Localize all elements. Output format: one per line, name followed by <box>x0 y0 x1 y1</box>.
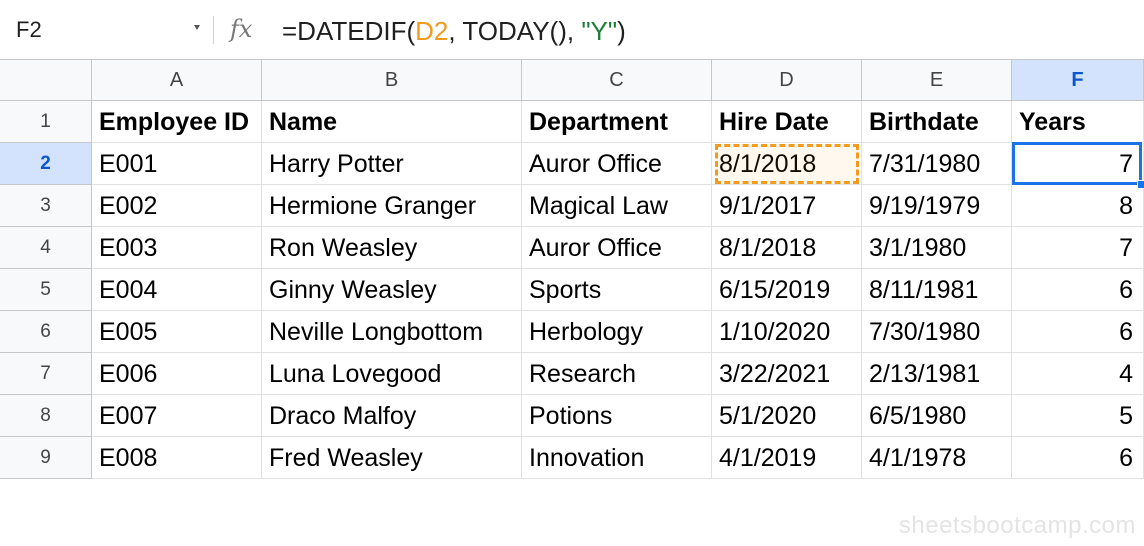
data-cell[interactable]: 6 <box>1012 269 1144 311</box>
name-box-dropdown-icon[interactable] <box>194 25 200 30</box>
header-cell[interactable]: Years <box>1012 101 1144 143</box>
column-header-f[interactable]: F <box>1012 60 1144 101</box>
data-cell[interactable]: Draco Malfoy <box>262 395 522 437</box>
data-cell[interactable]: Hermione Granger <box>262 185 522 227</box>
row-header-3[interactable]: 3 <box>0 185 92 227</box>
data-cell[interactable]: 6/5/1980 <box>862 395 1012 437</box>
data-cell[interactable]: 3/1/1980 <box>862 227 1012 269</box>
header-cell[interactable]: Department <box>522 101 712 143</box>
column-header-b[interactable]: B <box>262 60 522 101</box>
column-header-e[interactable]: E <box>862 60 1012 101</box>
row-header-9[interactable]: 9 <box>0 437 92 479</box>
data-cell[interactable]: E006 <box>92 353 262 395</box>
data-cell[interactable]: 3/22/2021 <box>712 353 862 395</box>
data-cell[interactable]: 8/1/2018 <box>712 143 862 185</box>
row-header-4[interactable]: 4 <box>0 227 92 269</box>
data-cell[interactable]: Ron Weasley <box>262 227 522 269</box>
fx-icon: fx <box>230 15 253 43</box>
header-cell[interactable]: Hire Date <box>712 101 862 143</box>
select-all-corner[interactable] <box>0 60 92 101</box>
data-cell[interactable]: Luna Lovegood <box>262 353 522 395</box>
data-cell[interactable]: Sports <box>522 269 712 311</box>
formula-string-literal: "Y" <box>581 16 618 46</box>
row-header-6[interactable]: 6 <box>0 311 92 353</box>
data-cell[interactable]: 6 <box>1012 311 1144 353</box>
row-header-5[interactable]: 5 <box>0 269 92 311</box>
data-cell[interactable]: E001 <box>92 143 262 185</box>
data-cell[interactable]: E002 <box>92 185 262 227</box>
formula-cell-reference: D2 <box>415 16 449 46</box>
formula-input[interactable]: =DATEDIF(D2, TODAY(), "Y") <box>282 16 626 47</box>
formula-suffix: ) <box>617 16 626 46</box>
data-cell[interactable]: 2/13/1981 <box>862 353 1012 395</box>
data-cell[interactable]: 4/1/1978 <box>862 437 1012 479</box>
formula-bar-divider <box>213 16 214 44</box>
data-cell[interactable]: 5 <box>1012 395 1144 437</box>
data-cell[interactable]: 6 <box>1012 437 1144 479</box>
data-cell[interactable]: 9/19/1979 <box>862 185 1012 227</box>
data-cell[interactable]: E003 <box>92 227 262 269</box>
data-cell[interactable]: 7 <box>1012 227 1144 269</box>
data-cell[interactable]: Ginny Weasley <box>262 269 522 311</box>
data-cell[interactable]: 7/30/1980 <box>862 311 1012 353</box>
data-cell[interactable]: 7 <box>1012 143 1144 185</box>
formula-middle: , TODAY(), <box>448 16 582 46</box>
formula-bar: F2 fx =DATEDIF(D2, TODAY(), "Y") <box>0 0 1144 60</box>
watermark: sheetsbootcamp.com <box>898 512 1136 539</box>
fill-handle[interactable] <box>1137 180 1144 189</box>
data-cell[interactable]: E008 <box>92 437 262 479</box>
data-cell[interactable]: 1/10/2020 <box>712 311 862 353</box>
data-cell[interactable]: E005 <box>92 311 262 353</box>
name-box[interactable]: F2 <box>16 17 42 42</box>
data-cell[interactable]: Fred Weasley <box>262 437 522 479</box>
data-cell[interactable]: 8 <box>1012 185 1144 227</box>
data-cell[interactable]: 7/31/1980 <box>862 143 1012 185</box>
data-cell[interactable]: E004 <box>92 269 262 311</box>
data-cell[interactable]: Herbology <box>522 311 712 353</box>
data-cell[interactable]: Harry Potter <box>262 143 522 185</box>
row-header-8[interactable]: 8 <box>0 395 92 437</box>
data-cell[interactable]: Research <box>522 353 712 395</box>
data-cell[interactable]: 4/1/2019 <box>712 437 862 479</box>
data-cell[interactable]: 5/1/2020 <box>712 395 862 437</box>
data-cell[interactable]: Neville Longbottom <box>262 311 522 353</box>
data-cell[interactable]: Magical Law <box>522 185 712 227</box>
data-cell[interactable]: 8/1/2018 <box>712 227 862 269</box>
data-cell[interactable]: Auror Office <box>522 227 712 269</box>
row-header-1[interactable]: 1 <box>0 101 92 143</box>
column-header-c[interactable]: C <box>522 60 712 101</box>
data-cell[interactable]: 8/11/1981 <box>862 269 1012 311</box>
formula-prefix: =DATEDIF( <box>282 16 416 46</box>
data-cell[interactable]: E007 <box>92 395 262 437</box>
row-header-2[interactable]: 2 <box>0 143 92 185</box>
data-cell[interactable]: Innovation <box>522 437 712 479</box>
header-cell[interactable]: Employee ID <box>92 101 262 143</box>
header-cell[interactable]: Name <box>262 101 522 143</box>
data-cell[interactable]: 9/1/2017 <box>712 185 862 227</box>
data-cell[interactable]: 6/15/2019 <box>712 269 862 311</box>
data-cell[interactable]: Potions <box>522 395 712 437</box>
row-header-7[interactable]: 7 <box>0 353 92 395</box>
data-cell[interactable]: 4 <box>1012 353 1144 395</box>
column-header-a[interactable]: A <box>92 60 262 101</box>
column-header-d[interactable]: D <box>712 60 862 101</box>
header-cell[interactable]: Birthdate <box>862 101 1012 143</box>
data-cell[interactable]: Auror Office <box>522 143 712 185</box>
